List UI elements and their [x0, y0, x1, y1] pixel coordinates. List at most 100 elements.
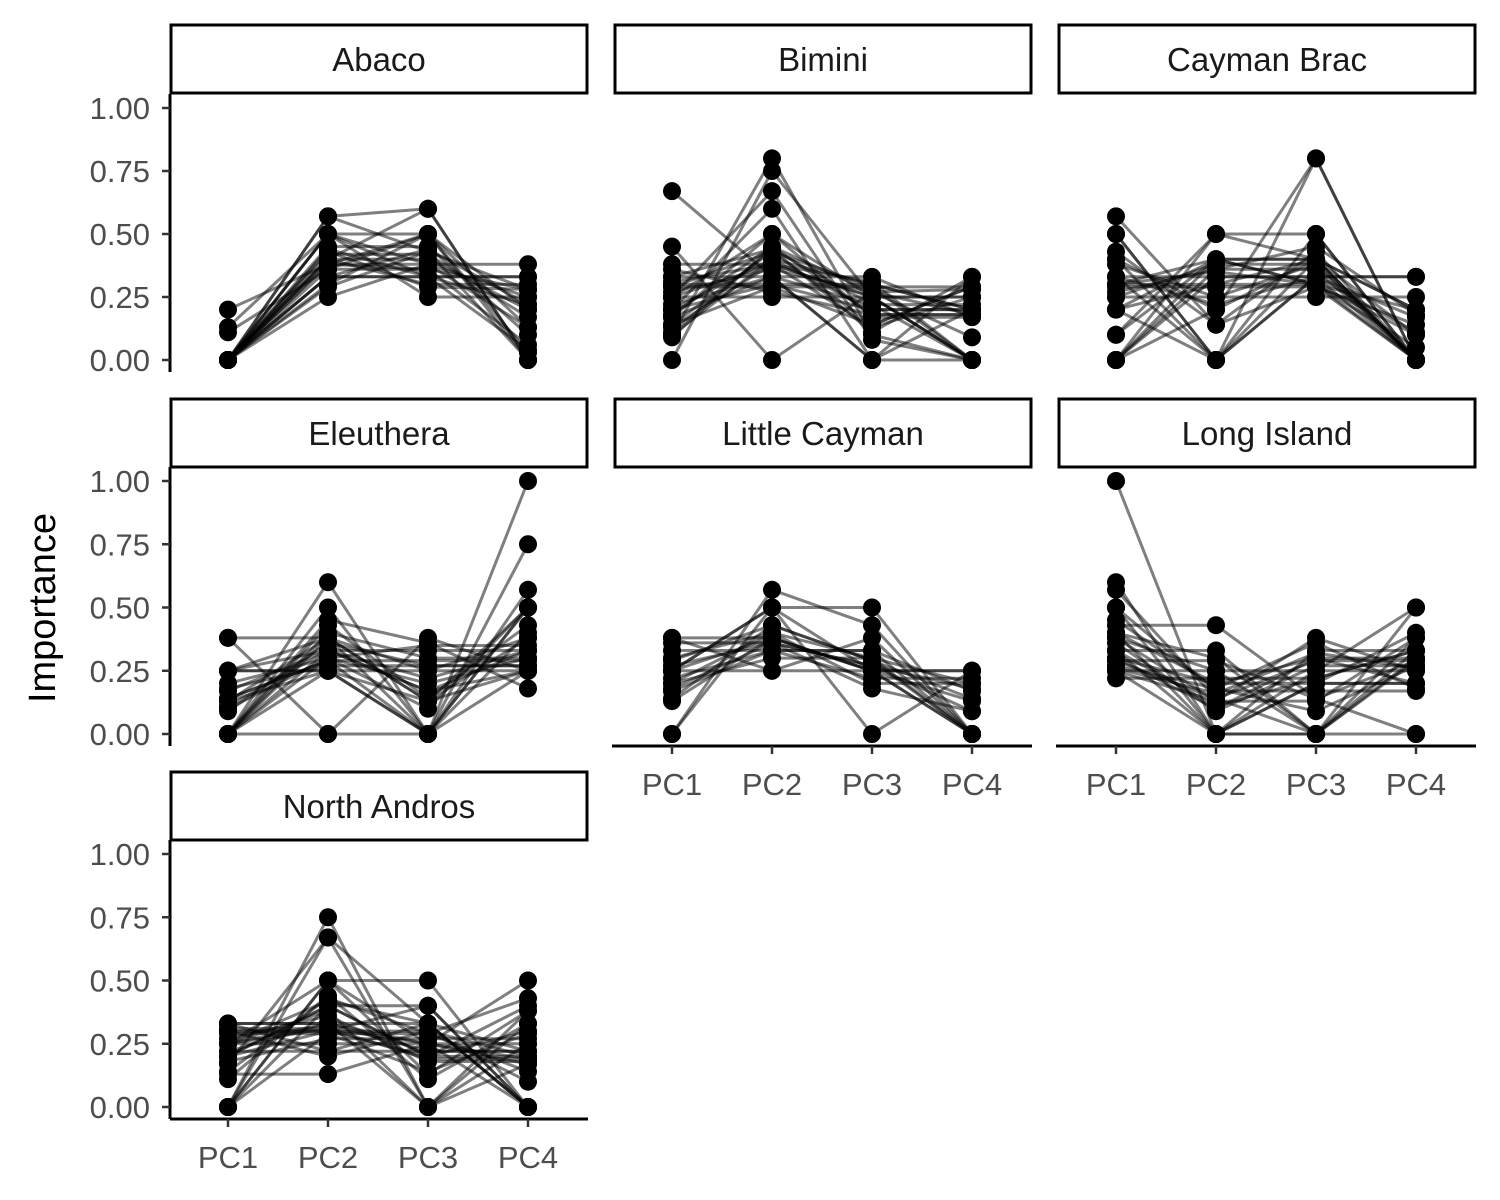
x-tick-label: PC4 [1386, 767, 1446, 802]
series-line [1116, 623, 1417, 736]
data-point [663, 288, 681, 306]
panel-north-andros: North Andros 0.00 0.25 0.50 0.75 1.00 PC1 PC2 PC… [90, 770, 589, 1175]
data-point [1407, 305, 1425, 324]
series-line [1115, 636, 1417, 703]
series-line [671, 250, 973, 362]
x-tick-label: PC1 [198, 1140, 258, 1175]
data-point [663, 679, 681, 698]
series-line [1115, 631, 1417, 736]
data-point [1407, 628, 1425, 647]
data-point [863, 628, 881, 647]
y-tick-label: 0.50 [90, 591, 150, 626]
series-line [1115, 618, 1417, 713]
data-point [519, 616, 537, 635]
data-point [319, 598, 337, 617]
data-point [519, 535, 537, 554]
data-point [963, 725, 981, 743]
data-point [319, 725, 337, 743]
data-point [319, 1042, 337, 1061]
data-point [1307, 275, 1325, 294]
data-point [219, 692, 237, 711]
data-point [319, 641, 337, 660]
data-point [963, 328, 981, 347]
series-line [227, 996, 529, 1109]
data-point [963, 308, 981, 327]
series-line [227, 262, 528, 362]
data-point [419, 1014, 437, 1033]
data-point [519, 679, 537, 698]
data-point [663, 272, 681, 291]
data-point [1107, 225, 1125, 243]
data-point [419, 1034, 437, 1053]
data-point [963, 351, 981, 369]
series-line [672, 641, 973, 713]
data-point [863, 679, 881, 698]
data-point [519, 325, 537, 344]
data-point [1107, 275, 1125, 294]
series-line [671, 262, 973, 362]
data-point [219, 725, 237, 743]
data-point [1407, 659, 1425, 678]
series-line [227, 1027, 529, 1061]
data-point [763, 616, 781, 635]
data-point [319, 1019, 337, 1038]
data-point [419, 242, 437, 261]
series-line [1115, 606, 1417, 736]
facet-label: Abaco [332, 41, 426, 78]
series-line [227, 275, 528, 362]
series-line [227, 644, 528, 736]
series-line [671, 262, 973, 329]
x-tick-label: PC3 [398, 1140, 458, 1175]
panel-bimini: Bimini [613, 23, 1033, 369]
panels: Abaco 0.00 0.25 0.50 0.75 1.00 Bimini Cayman Br… [90, 23, 1477, 1175]
series-line [227, 232, 529, 362]
y-tick-label: 0.50 [90, 964, 150, 999]
facet-label: Long Island [1182, 415, 1353, 452]
data-point [1307, 225, 1325, 243]
data-point [1307, 669, 1325, 688]
panel-long-island: Long Island PC1 PC2 PC3 PC4 [1056, 397, 1477, 802]
series-line [671, 250, 973, 327]
data-point [1307, 237, 1325, 256]
data-point [519, 267, 537, 286]
data-point [663, 182, 681, 201]
data-point [319, 267, 337, 286]
data-point [319, 573, 337, 592]
data-point [763, 633, 781, 652]
series-line [671, 275, 973, 319]
y-tick-label: 0.75 [90, 527, 150, 562]
data-point [863, 616, 881, 635]
data-point [1107, 207, 1125, 226]
data-point [763, 182, 781, 201]
data-point [1207, 616, 1225, 635]
x-tick-label: PC2 [742, 767, 802, 802]
data-point [419, 996, 437, 1015]
series-line [227, 659, 528, 701]
data-point [763, 649, 781, 668]
data-point [963, 661, 981, 680]
data-point [219, 351, 237, 369]
data-point [1107, 659, 1125, 678]
data-point [1307, 644, 1325, 663]
data-point [1107, 611, 1125, 630]
data-point [519, 1072, 537, 1091]
data-point [663, 661, 681, 680]
series-line [1115, 651, 1417, 695]
data-point [219, 323, 237, 342]
series-line [1115, 156, 1418, 362]
data-point [519, 472, 537, 490]
data-point [763, 225, 781, 243]
data-point [1107, 598, 1125, 617]
series-line [226, 1004, 529, 1109]
data-point [1207, 288, 1225, 306]
data-point [863, 272, 881, 291]
series-line [670, 156, 973, 362]
data-point [419, 725, 437, 743]
data-point [763, 351, 781, 369]
data-point [419, 288, 437, 306]
y-tick-label: 0.25 [90, 1027, 150, 1062]
data-point [863, 725, 881, 743]
data-point [1407, 679, 1425, 698]
series-line [1115, 656, 1416, 711]
data-point [319, 611, 337, 630]
